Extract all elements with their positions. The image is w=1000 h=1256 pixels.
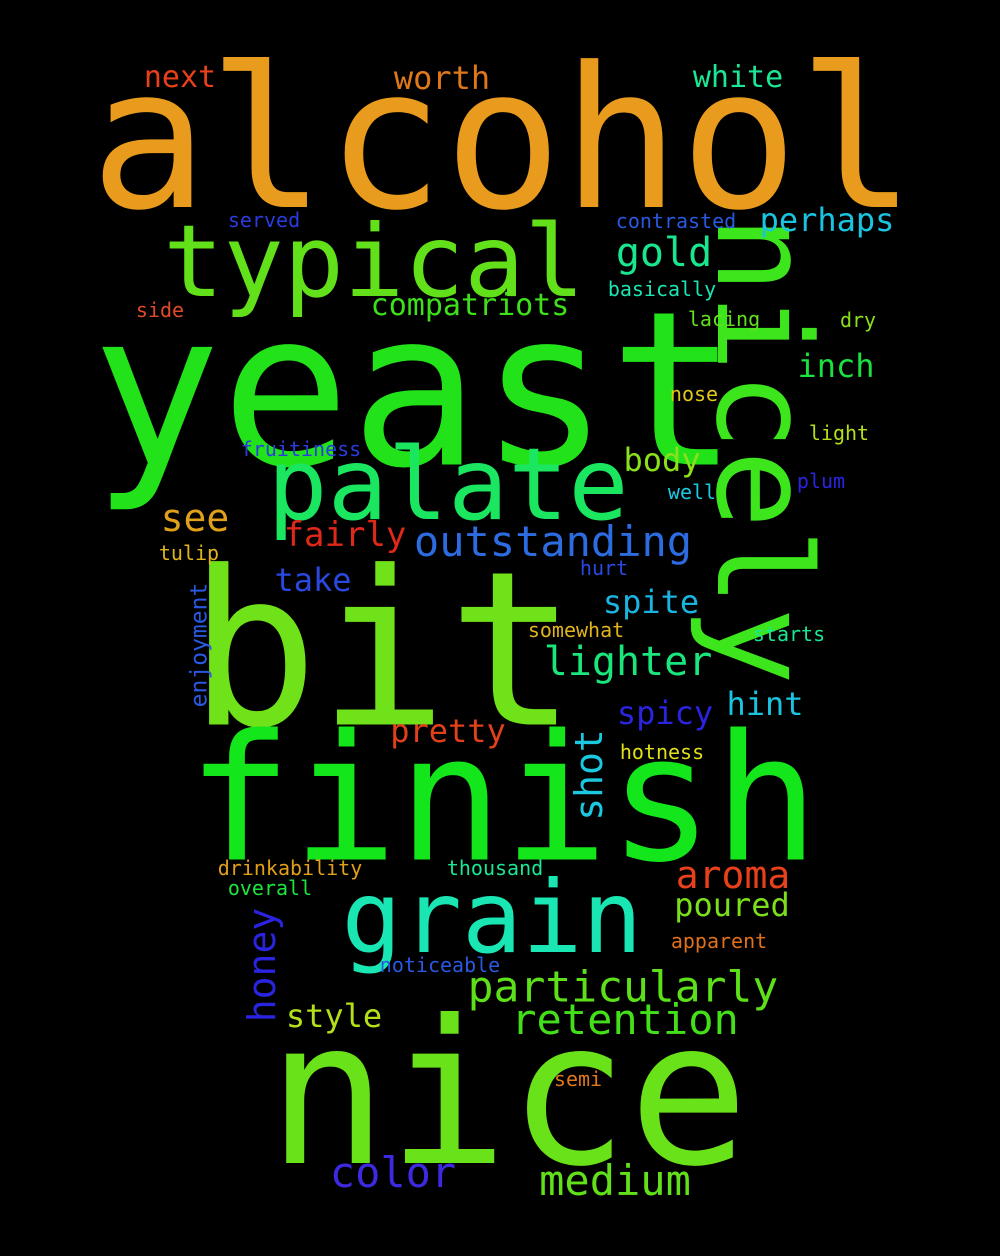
word-pretty: pretty <box>390 712 506 750</box>
word-light: light <box>808 421 870 445</box>
word-well: well <box>667 480 717 504</box>
word-worth: worth <box>393 59 491 97</box>
word-plum: plum <box>796 469 846 493</box>
word-overall: overall <box>227 876 313 900</box>
word-shot: shot <box>567 729 611 821</box>
word-drinkability: drinkability <box>217 856 363 880</box>
word-color: color <box>329 1148 457 1197</box>
word-hotness: hotness <box>619 740 705 764</box>
word-typical: typical <box>163 203 585 320</box>
word-fairly: fairly <box>283 515 407 555</box>
word-hurt: hurt <box>579 556 629 580</box>
word-lacing: lacing <box>687 307 761 331</box>
word-nicely: nicely <box>687 215 839 685</box>
word-contrasted: contrasted <box>615 209 737 233</box>
word-hint: hint <box>726 685 804 723</box>
word-served: served <box>227 208 301 232</box>
word-outstanding: outstanding <box>413 517 693 566</box>
word-aroma: aroma <box>675 853 791 897</box>
word-semi: semi <box>553 1067 603 1091</box>
word-next: next <box>143 60 217 95</box>
word-medium: medium <box>539 1156 691 1205</box>
word-nose: nose <box>669 382 719 406</box>
word-particularly: particularly <box>467 962 779 1013</box>
word-yeast: yeast <box>91 264 739 516</box>
word-side: side <box>135 298 185 322</box>
word-palate: palate <box>267 426 629 543</box>
word-starts: starts <box>752 622 826 646</box>
word-spite: spite <box>602 583 700 621</box>
word-body: body <box>623 441 701 479</box>
word-noticeable: noticeable <box>379 953 501 977</box>
word-thousand: thousand <box>446 856 544 880</box>
word-take: take <box>274 561 352 599</box>
word-white: white <box>692 60 784 95</box>
word-dry: dry <box>839 308 877 332</box>
word-apparent: apparent <box>670 929 768 953</box>
word-finish: finish <box>186 698 820 902</box>
word-lighter: lighter <box>543 639 713 685</box>
word-gold: gold <box>615 230 713 276</box>
word-alcohol: alcohol <box>89 26 917 254</box>
word-poured: poured <box>674 886 790 924</box>
word-nice: nice <box>267 978 749 1211</box>
word-bit: bit <box>188 524 578 776</box>
word-spicy: spicy <box>616 694 714 732</box>
word-fruitiness: fruitiness <box>240 437 362 461</box>
word-see: see <box>160 496 230 540</box>
word-tulip: tulip <box>158 541 220 565</box>
word-retention: retention <box>511 995 739 1044</box>
word-compatriots: compatriots <box>370 288 570 323</box>
word-enjoyment: enjoyment <box>186 582 213 708</box>
word-honey: honey <box>240 907 284 1023</box>
word-perhaps: perhaps <box>759 201 895 239</box>
word-style: style <box>285 997 383 1035</box>
word-inch: inch <box>797 347 875 385</box>
word-somewhat: somewhat <box>527 618 625 642</box>
word-grain: grain <box>341 859 643 976</box>
word-basically: basically <box>607 277 717 301</box>
